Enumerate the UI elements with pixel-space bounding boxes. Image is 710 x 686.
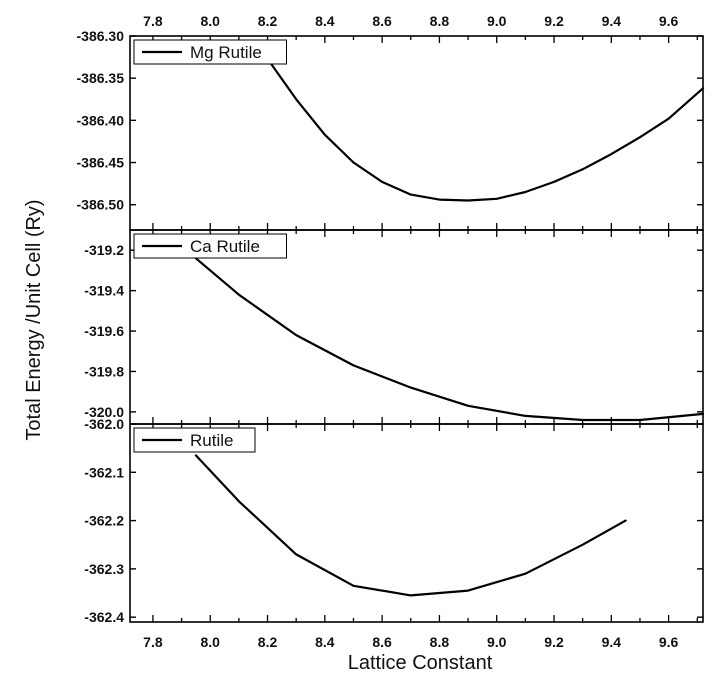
legends: Mg Rutile Ca Rutile Rutile <box>133 39 287 453</box>
x-tick-label-top: 9.4 <box>602 13 622 29</box>
x-tick-label-top: 8.0 <box>200 13 220 29</box>
y-tick-label: -319.2 <box>84 242 124 258</box>
legend-label: Rutile <box>190 431 233 450</box>
x-tick-label-top: 8.6 <box>372 13 392 29</box>
y-tick-label: -319.8 <box>84 363 124 379</box>
x-tick-label-bottom: 8.4 <box>315 634 335 650</box>
axis-ticks <box>130 35 703 622</box>
x-tick-label-bottom: 7.8 <box>143 634 163 650</box>
x-tick-label-bottom: 9.6 <box>659 634 679 650</box>
y-tick-label: -319.6 <box>84 323 124 339</box>
series-line <box>194 257 705 422</box>
series-line <box>194 454 627 597</box>
x-tick-label-top: 8.4 <box>315 13 335 29</box>
x-tick-label-bottom: 9.2 <box>544 634 564 650</box>
y-tick-label: -386.45 <box>77 155 125 171</box>
panel-frame <box>129 423 704 623</box>
y-tick-label: -386.35 <box>77 70 125 86</box>
y-tick-label: -362.2 <box>84 513 124 529</box>
x-tick-label-top: 7.8 <box>143 13 163 29</box>
panel-frame <box>129 35 704 231</box>
y-axis-title: Total Energy /Unit Cell (Ry) <box>23 199 45 440</box>
y-tick-label: -362.0 <box>84 416 124 432</box>
y-tick-label: -386.40 <box>77 112 125 128</box>
x-tick-label-bottom: 8.6 <box>372 634 392 650</box>
y-tick-label: -320.0 <box>84 404 124 420</box>
x-axis-title: Lattice Constant <box>348 652 493 674</box>
x-tick-label-bottom: 9.0 <box>487 634 507 650</box>
tick-labels: -386.30 -386.35 -386.40 -386.45 -386.50 -319.… <box>77 13 679 650</box>
series-line <box>266 57 705 202</box>
x-tick-label-top: 9.6 <box>659 13 679 29</box>
x-tick-label-bottom: 8.2 <box>258 634 278 650</box>
x-tick-label-top: 8.8 <box>430 13 450 29</box>
y-tick-label: -386.30 <box>77 28 125 44</box>
y-tick-label: -362.4 <box>84 609 124 625</box>
panel-frame <box>129 229 704 425</box>
y-tick-label: -319.4 <box>84 283 124 299</box>
legend-label: Ca Rutile <box>190 237 260 256</box>
series-lines <box>194 57 705 597</box>
x-tick-label-bottom: 9.4 <box>602 634 622 650</box>
legend-label: Mg Rutile <box>190 43 262 62</box>
x-tick-label-top: 8.2 <box>258 13 278 29</box>
x-tick-label-top: 9.2 <box>544 13 564 29</box>
y-tick-label: -362.1 <box>84 464 124 480</box>
x-tick-label-top: 9.0 <box>487 13 507 29</box>
y-tick-label: -386.50 <box>77 197 125 213</box>
x-tick-label-bottom: 8.0 <box>200 634 220 650</box>
x-tick-label-bottom: 8.8 <box>430 634 450 650</box>
panel-frames <box>129 35 704 623</box>
y-tick-label: -362.3 <box>84 561 124 577</box>
